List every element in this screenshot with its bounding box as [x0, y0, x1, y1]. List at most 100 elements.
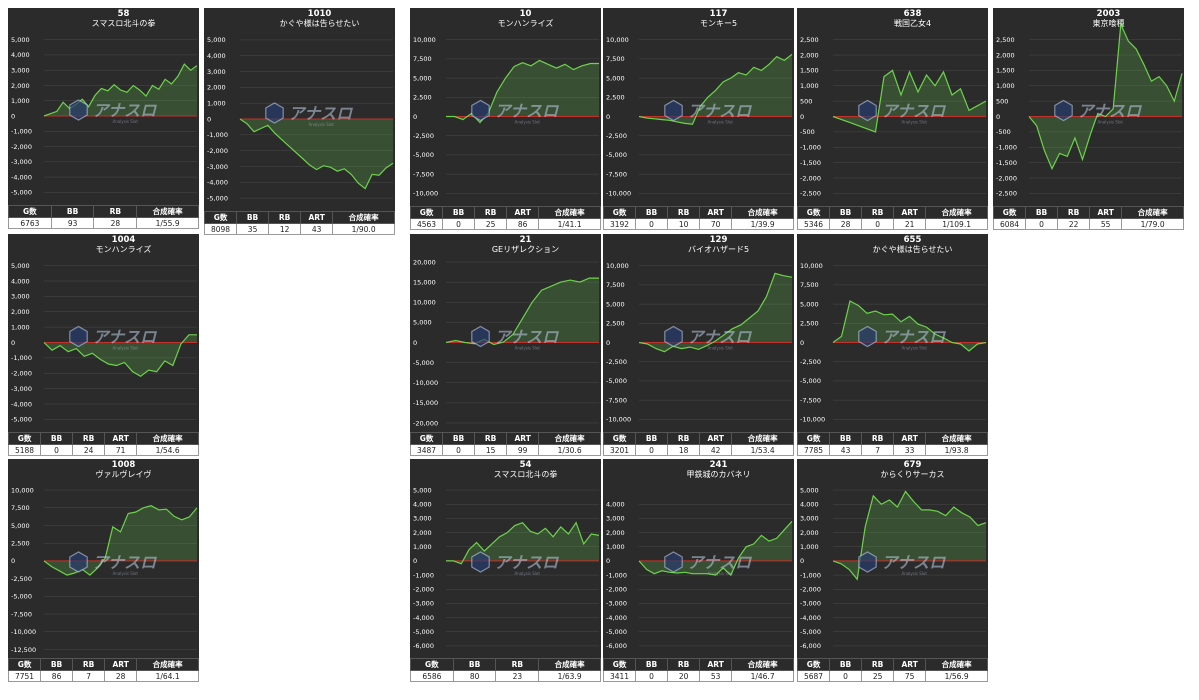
- stats-table: G数 BB RB ART 合成確率 3201 0 18 42 1/53.4: [602, 432, 794, 456]
- stats-value: 55: [1089, 218, 1123, 230]
- y-tick-label: -1,000: [606, 571, 627, 579]
- y-tick-label: -3,000: [11, 158, 32, 166]
- hexagon-logo-icon: [69, 325, 88, 348]
- stats-header: RB: [268, 211, 302, 224]
- stats-value: 0: [829, 670, 863, 682]
- y-tick-label: 1,000: [606, 543, 625, 551]
- y-tick-label: 1,000: [207, 99, 226, 107]
- y-tick-label: -5,000: [413, 628, 434, 636]
- y-tick-label: 0: [606, 557, 610, 565]
- y-tick-label: -4,000: [800, 614, 821, 622]
- y-tick-label: 0: [413, 113, 417, 121]
- y-tick-label: -1,000: [996, 144, 1017, 152]
- stats-value: 1/63.9: [538, 670, 601, 682]
- stats-header: BB: [442, 432, 476, 445]
- stats-value: 70: [699, 218, 733, 230]
- machine-number: 1008: [111, 460, 136, 470]
- machine-title: 戦国乙女4: [893, 19, 932, 28]
- stats-value: 75: [893, 670, 927, 682]
- stats-header: 合成確率: [332, 211, 395, 224]
- y-tick-label: -3,000: [207, 163, 228, 171]
- stats-header: ART: [893, 658, 927, 671]
- watermark-text: アナスロ: [93, 101, 158, 120]
- chart-svg: 5,000 4,000 3,000 2,000 1,000 0 -1,000 -2,000 -3…: [11, 262, 197, 424]
- area-fill: [1029, 24, 1182, 169]
- machine-title: スマスロ北斗の拳: [493, 470, 558, 479]
- stats-header: BB: [1025, 206, 1059, 219]
- series-line: [446, 521, 600, 565]
- panel: 2003 東京喰種 2,500 2,000 1,500 1,000 500 0 -500 -1,0…: [992, 8, 1184, 230]
- y-tick-label: -2,500: [606, 358, 627, 366]
- stats-value: 0: [1025, 218, 1059, 230]
- stats-header: G数: [992, 206, 1027, 219]
- stats-value: 28: [829, 218, 863, 230]
- watermark-text: アナスロ: [495, 553, 560, 572]
- watermark-text: アナスロ: [688, 102, 753, 121]
- stats-header: 合成確率: [731, 432, 794, 445]
- stats-value: 93: [50, 217, 95, 229]
- machine-title: からくりサーカス: [880, 470, 945, 479]
- y-tick-label: -1,000: [800, 144, 821, 152]
- y-tick-label: 10,000: [413, 36, 436, 44]
- stats-table: G数 BB RB ART 合成確率 8098 35 12 43 1/90.0: [203, 211, 395, 235]
- stats-value: 1/39.9: [731, 218, 794, 230]
- y-tick-label: 1,000: [413, 543, 432, 551]
- panel: 655 かぐや様は告らせたい 10,000 7,500 5,000 2,500 0 -2,50…: [796, 234, 988, 456]
- stats-table: G数 BB RB ART 合成確率 4563 0 25 86 1/41.1: [409, 206, 601, 230]
- y-tick-label: 1,000: [800, 543, 819, 551]
- y-tick-label: -2,000: [800, 174, 821, 182]
- machine-title: かぐや様は告らせたい: [872, 245, 953, 254]
- y-tick-label: 7,500: [11, 504, 30, 512]
- y-tick-label: -5,000: [606, 628, 627, 636]
- y-tick-label: -500: [800, 128, 815, 136]
- watermark-text: アナスロ: [495, 328, 560, 347]
- y-tick-label: 500: [800, 97, 812, 105]
- stats-value: 0: [442, 218, 476, 230]
- stats-value: 7: [861, 444, 895, 456]
- y-tick-label: 0: [11, 557, 15, 565]
- machine-number: 638: [903, 9, 922, 19]
- stats-value: 0: [442, 444, 476, 456]
- panel: 1008 ヴァルヴレイヴ 10,000 7,500 5,000 2,500 0 -2,500 -…: [7, 459, 199, 682]
- stats-value: 23: [495, 670, 540, 682]
- y-tick-label: 2,000: [800, 529, 819, 537]
- stats-header: G数: [602, 206, 637, 219]
- panel: 10 モンハンライズ 10,000 7,500 5,000 2,500 0 -2,500 -5,…: [409, 8, 601, 230]
- machine-number: 129: [709, 235, 728, 245]
- y-tick-label: 2,000: [11, 308, 30, 316]
- chart-svg: 20,000 15,000 10,000 5,000 0 -5,000 -10,000 -15…: [413, 258, 599, 427]
- chart-header: 241 甲鉄城のカバネリ: [643, 460, 794, 480]
- stats-header: 合成確率: [136, 658, 199, 671]
- machine-title: GEリザレクション: [491, 245, 560, 254]
- y-tick-label: 3,000: [800, 515, 819, 523]
- stats-value: 1/109.1: [925, 218, 988, 230]
- y-tick-label: 2,500: [413, 94, 432, 102]
- chart-svg: 5,000 4,000 3,000 2,000 1,000 0 -1,000 -2,000 -3…: [11, 36, 198, 197]
- y-tick-label: 0: [800, 113, 804, 121]
- machine-number: 241: [709, 460, 728, 470]
- y-tick-label: 1,500: [800, 67, 819, 75]
- stats-value: 1/93.8: [925, 444, 988, 456]
- y-tick-label: 5,000: [207, 36, 226, 44]
- y-tick-label: 5,000: [11, 262, 30, 270]
- y-tick-label: 2,000: [11, 82, 30, 90]
- machine-title: 甲鉄城のカバネリ: [686, 470, 751, 479]
- watermark-text: アナスロ: [882, 102, 947, 121]
- watermark-sub: Analysis Slot: [515, 571, 541, 576]
- watermark-sub: Analysis Slot: [708, 571, 734, 576]
- stats-table: G数 BB RB ART 合成確率 7751 86 7 28 1/64.1: [7, 658, 199, 682]
- y-tick-label: -10,000: [800, 416, 825, 424]
- machine-number: 655: [903, 235, 922, 245]
- y-tick-label: 0: [800, 557, 804, 565]
- y-tick-label: 2,500: [11, 540, 30, 548]
- stats-table: G数 BB RB ART 合成確率 6084 0 22 55 1/79.0: [992, 206, 1184, 230]
- y-tick-label: 5,000: [413, 74, 432, 82]
- stats-header: G数: [796, 432, 831, 445]
- chart-svg: 5,000 4,000 3,000 2,000 1,000 0 -1,000 -2,000 -3…: [800, 486, 987, 650]
- stats-table: G数 BB RB ART 合成確率 5346 28 0 21 1/109.1: [796, 206, 988, 230]
